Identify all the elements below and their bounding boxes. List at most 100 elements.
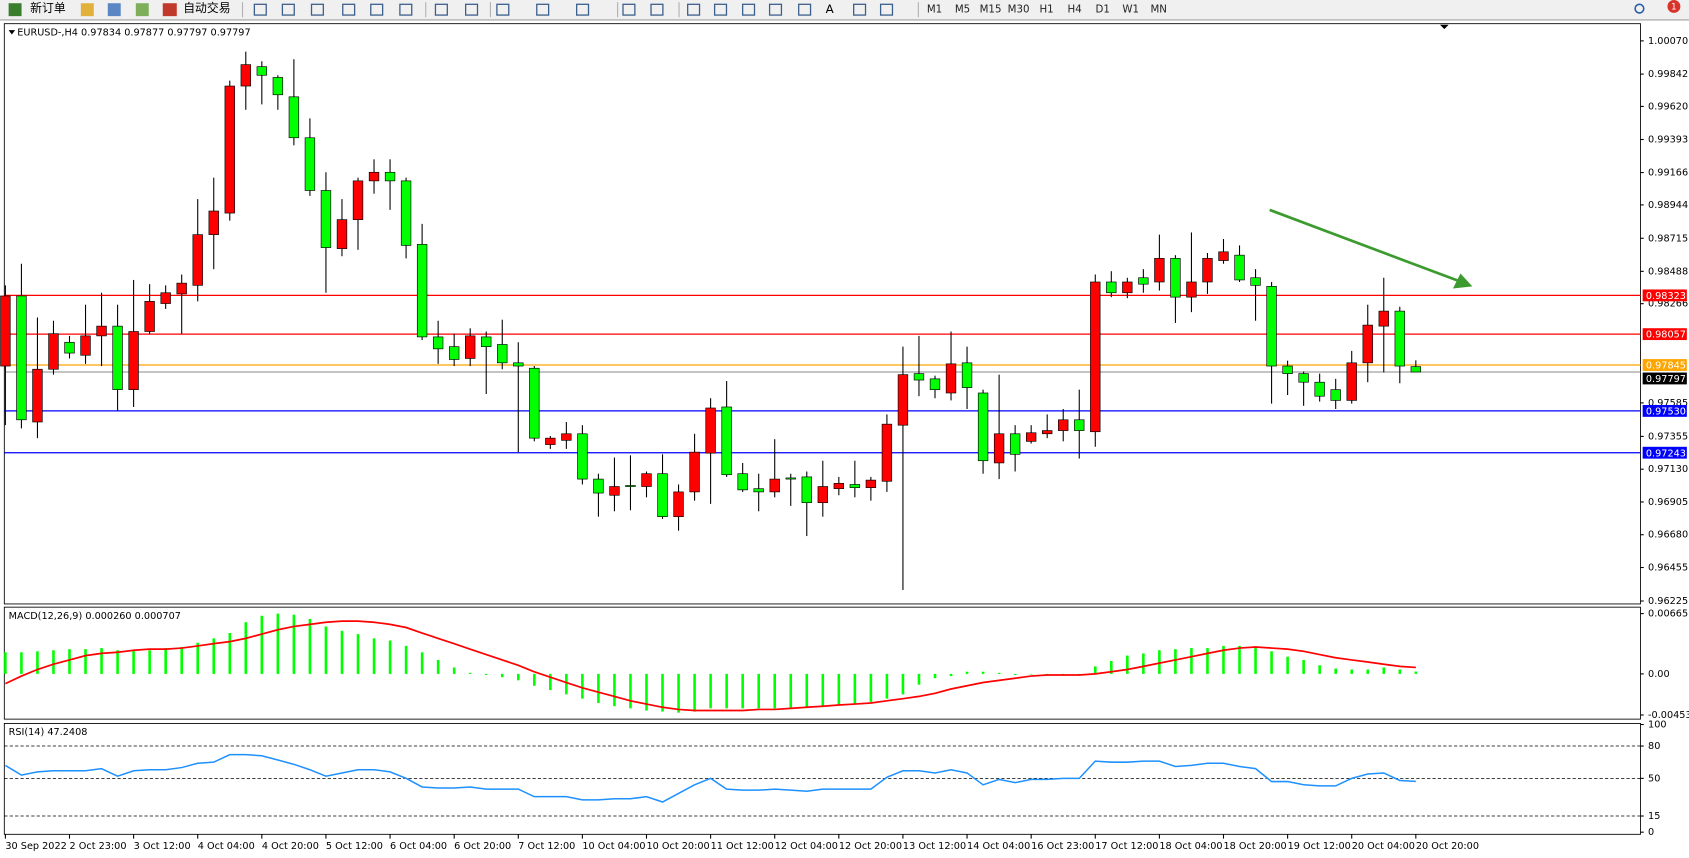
macd-bar: [693, 673, 696, 712]
timeframe-button[interactable]: M1: [927, 5, 942, 16]
candle-body: [208, 210, 219, 235]
macd-bar: [292, 614, 296, 674]
toolbar-icon[interactable]: [576, 3, 590, 16]
new-order-button[interactable]: 新订单: [8, 1, 66, 17]
candle-body: [96, 325, 107, 337]
auto-trading-button[interactable]: 自动交易: [162, 1, 231, 17]
price-tag-label: 0.97243: [1646, 448, 1686, 459]
toolbar-icon[interactable]: [741, 3, 756, 16]
scroll-marker: [1440, 24, 1449, 30]
macd-bar: [869, 673, 873, 702]
timeframe-button[interactable]: M30: [1008, 5, 1030, 16]
toolbar-icon[interactable]: [650, 3, 664, 16]
candle-body: [913, 373, 925, 381]
x-tick-label: 20 Oct 04:00: [1352, 841, 1415, 852]
toolbar-icon[interactable]: [879, 3, 894, 16]
toolbar-icon[interactable]: [464, 3, 479, 16]
auto-trading-icon: [162, 3, 177, 17]
candle-body: [352, 180, 364, 220]
macd-bar: [853, 673, 857, 705]
y-tick-label: 100: [1648, 720, 1667, 731]
candle-body: [416, 244, 428, 338]
candle-body: [1090, 281, 1101, 433]
macd-bar: [597, 673, 600, 703]
toolbar-icon[interactable]: [281, 3, 295, 16]
toolbar-icon[interactable]: [768, 3, 783, 16]
toolbar-icon[interactable]: [434, 3, 448, 16]
candle-body: [32, 368, 43, 423]
macd-bar: [244, 622, 248, 674]
notification-badge[interactable]: [1667, 0, 1681, 13]
x-tick-label: 14 Oct 04:00: [967, 841, 1030, 852]
macd-bar: [84, 649, 87, 674]
toolbar-icon[interactable]: [370, 3, 384, 16]
toolbar-icon[interactable]: [622, 3, 636, 16]
timeframe-button[interactable]: D1: [1095, 5, 1109, 16]
x-tick-label: 4 Oct 04:00: [198, 841, 255, 852]
candle-body: [721, 406, 732, 476]
toolbar-icon[interactable]: [713, 3, 728, 16]
indicator-title: RSI(14) 47.2408: [9, 727, 88, 738]
toolbar-icon[interactable]: [687, 3, 701, 16]
toolbar-icon[interactable]: [253, 3, 267, 16]
candle-body: [160, 292, 171, 304]
timeframe-button[interactable]: H4: [1068, 5, 1082, 16]
candle-body: [1218, 251, 1229, 261]
toolbar-icon[interactable]: [536, 3, 550, 16]
toolbar-icon[interactable]: [798, 3, 812, 16]
toolbar-icon[interactable]: [135, 3, 149, 17]
x-tick-label: 19 Oct 12:00: [1288, 841, 1351, 852]
x-tick-label: 12 Oct 04:00: [775, 841, 838, 852]
candle-body: [1138, 277, 1149, 285]
timeframe-button[interactable]: MN: [1150, 5, 1166, 16]
timeframe-button[interactable]: M15: [980, 5, 1002, 16]
macd-bar: [821, 673, 825, 707]
macd-bar: [773, 673, 777, 709]
x-tick-label: 10 Oct 20:00: [646, 841, 709, 852]
toolbar-icon[interactable]: [399, 3, 413, 16]
macd-bar: [1238, 645, 1241, 674]
macd-bar: [100, 648, 103, 674]
macd-bar: [837, 673, 841, 706]
macd-bar: [500, 673, 504, 678]
toolbar-icon[interactable]: [310, 3, 325, 16]
candle-body: [625, 485, 636, 487]
candle-body: [561, 433, 572, 441]
candle-body: [448, 346, 460, 360]
macd-bar: [1382, 667, 1386, 674]
toolbar-icon[interactable]: [853, 3, 867, 16]
price-tag: [1642, 446, 1687, 459]
macd-bar: [741, 673, 744, 709]
macd-bar: [484, 673, 488, 675]
macd-bar: [164, 648, 167, 674]
text-tool[interactable]: A: [826, 2, 834, 16]
x-tick-label: 4 Oct 20:00: [262, 841, 319, 852]
candle-body: [881, 423, 893, 482]
candle-body: [1330, 389, 1341, 401]
macd-bar: [725, 673, 728, 709]
candle-body: [769, 478, 780, 493]
macd-bar: [436, 659, 440, 674]
toolbar-icon[interactable]: [80, 3, 94, 17]
y-tick-label: 0.98266: [1648, 299, 1688, 310]
macd-bar: [420, 652, 424, 674]
search-icon[interactable]: [1634, 3, 1645, 14]
timeframe-button[interactable]: M5: [955, 5, 970, 16]
macd-bar: [645, 673, 648, 711]
y-tick-label: 0.98944: [1648, 200, 1688, 211]
x-tick-label: 17 Oct 12:00: [1095, 841, 1158, 852]
candle-body: [256, 66, 268, 76]
candle-body: [1250, 277, 1261, 286]
macd-bar: [212, 638, 216, 674]
timeframe-button[interactable]: W1: [1122, 5, 1139, 16]
toolbar-icon[interactable]: [342, 3, 356, 16]
timeframe-button[interactable]: H1: [1039, 5, 1053, 16]
auto-trading-label: 自动交易: [183, 1, 230, 15]
y-tick-label: 0.98715: [1648, 233, 1688, 244]
toolbar-icon[interactable]: [107, 3, 121, 17]
toolbar-icon[interactable]: [496, 3, 510, 16]
toolbar-icons: [253, 2, 894, 18]
macd-bar: [68, 649, 71, 674]
macd-bar: [757, 673, 760, 709]
